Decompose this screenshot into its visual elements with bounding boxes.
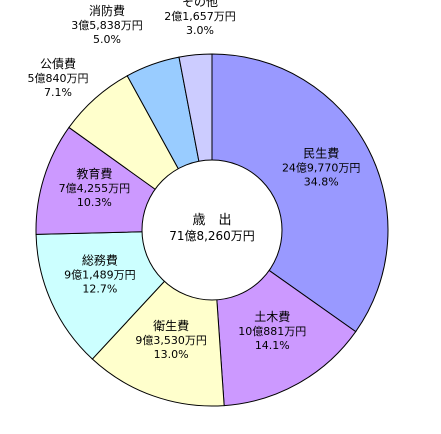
slice-label-amount-1: 10億881万円	[238, 325, 306, 338]
slice-label-name-7: その他	[182, 0, 218, 9]
slice-label-percent-0: 34.8%	[304, 176, 339, 189]
slice-label-name-3: 総務費	[82, 253, 118, 268]
slice-label-name-2: 衛生費	[153, 318, 189, 333]
slice-0	[211, 53, 389, 333]
slice-label-name-1: 土木費	[254, 309, 290, 324]
slice-label-amount-5: 5億840万円	[28, 72, 89, 85]
slice-label-name-0: 民生費	[303, 146, 339, 161]
slice-label-percent-6: 5.0%	[93, 33, 121, 46]
slice-label-name-6: 消防費	[89, 3, 125, 18]
slice-label-percent-5: 7.1%	[44, 86, 72, 99]
slice-label-percent-4: 10.3%	[77, 196, 112, 209]
slice-label-amount-2: 9億3,530万円	[135, 334, 207, 347]
slice-label-percent-7: 3.0%	[186, 24, 214, 37]
slice-label-amount-6: 3億5,838万円	[71, 19, 143, 32]
slice-label-amount-7: 2億1,657万円	[164, 10, 236, 23]
center-total: 71億8,260万円	[169, 229, 255, 243]
slice-label-percent-1: 14.1%	[255, 339, 290, 352]
slice-label-name-4: 教育費	[76, 166, 112, 181]
slice-label-percent-2: 13.0%	[154, 348, 189, 361]
slice-label-percent-3: 12.7%	[82, 283, 117, 296]
slice-label-amount-3: 9億1,489万円	[64, 269, 136, 282]
center-title: 歳 出	[192, 213, 231, 228]
donut-hole	[141, 159, 283, 301]
slice-label-amount-4: 7億4,255万円	[59, 182, 131, 195]
slice-label-amount-0: 24億9,770万円	[282, 162, 361, 175]
slice-label-name-5: 公債費	[40, 56, 76, 71]
